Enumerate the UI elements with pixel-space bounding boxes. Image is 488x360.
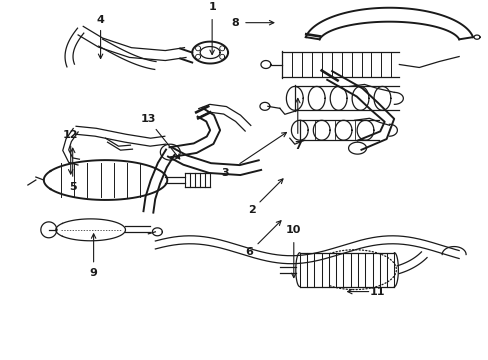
Text: 2: 2 — [247, 205, 255, 215]
Text: 10: 10 — [285, 225, 301, 235]
Text: 9: 9 — [89, 267, 97, 278]
Text: 3: 3 — [222, 168, 229, 178]
Text: 11: 11 — [369, 287, 385, 297]
Text: 6: 6 — [245, 247, 253, 257]
Text: 5: 5 — [69, 182, 76, 192]
Text: 12: 12 — [63, 130, 78, 140]
Text: 4: 4 — [97, 15, 104, 25]
Text: 7: 7 — [293, 141, 301, 151]
Text: 13: 13 — [140, 114, 155, 124]
Text: 1: 1 — [208, 2, 216, 12]
Text: 8: 8 — [231, 18, 239, 28]
